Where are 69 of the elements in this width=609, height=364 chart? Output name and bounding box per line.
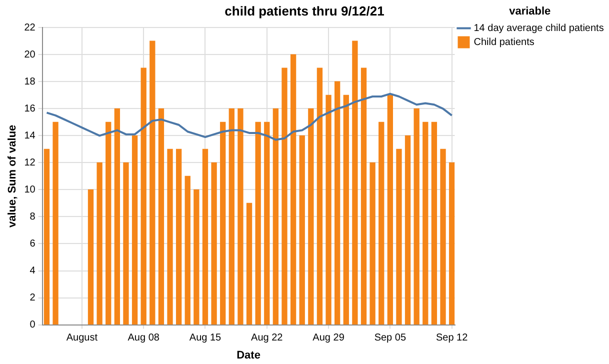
x-tick-label: Aug 22 <box>251 332 284 344</box>
bar <box>440 148 446 325</box>
x-tick-label: August <box>66 332 98 344</box>
bar <box>387 94 393 325</box>
bar <box>132 135 138 325</box>
bar <box>448 162 455 325</box>
bar <box>299 135 305 325</box>
bar <box>370 162 376 325</box>
bar <box>228 108 234 325</box>
bar <box>404 135 411 325</box>
bar <box>308 108 314 325</box>
bar <box>246 202 252 325</box>
bar <box>334 81 340 325</box>
y-tick-label: 22 <box>24 22 36 34</box>
bar <box>414 108 420 325</box>
y-tick-label: 10 <box>24 184 36 196</box>
bar <box>272 108 279 325</box>
chart-title: child patients thru 9/12/21 <box>224 3 384 18</box>
bar <box>106 122 112 325</box>
bar <box>52 122 58 325</box>
y-tick-label: 8 <box>30 211 36 222</box>
x-tick-label: Aug 08 <box>128 332 160 344</box>
bar <box>282 68 288 325</box>
bar <box>150 40 156 325</box>
x-tick-label: Sep 05 <box>374 332 406 344</box>
bar <box>140 68 146 325</box>
bar <box>194 189 200 325</box>
bar <box>422 122 428 325</box>
bar <box>264 122 270 325</box>
y-tick-label: 18 <box>24 76 36 88</box>
y-tick-label: 4 <box>30 266 36 277</box>
y-axis-title: value, Sum of value <box>6 124 19 228</box>
legend-label: 14 day average child patients <box>474 22 604 34</box>
y-tick-label: 6 <box>30 238 36 250</box>
bar <box>114 108 120 325</box>
bar <box>378 122 384 325</box>
bar <box>396 148 402 325</box>
bar <box>158 108 164 325</box>
bar <box>211 162 217 325</box>
bar <box>96 162 102 325</box>
y-tick-label: 20 <box>24 49 36 60</box>
legend-title: variable <box>509 6 551 18</box>
bar <box>343 94 349 325</box>
bar <box>202 148 208 325</box>
y-tick-label: 2 <box>30 292 36 304</box>
x-tick-label: Sep 12 <box>436 332 468 344</box>
y-tick-label: 12 <box>24 157 36 168</box>
bar <box>316 68 323 325</box>
bar <box>88 189 94 325</box>
bar <box>326 94 332 325</box>
y-tick-label: 0 <box>30 320 36 331</box>
y-tick-label: 14 <box>24 130 36 142</box>
bar <box>255 122 261 325</box>
bar <box>123 162 129 325</box>
bar <box>290 54 296 325</box>
x-tick-label: Aug 29 <box>312 332 345 344</box>
y-tick-label: 16 <box>24 103 36 114</box>
bar <box>360 68 367 325</box>
bar <box>352 40 358 325</box>
legend-label: Child patients <box>474 36 534 48</box>
bar <box>220 122 226 325</box>
bar <box>238 108 244 325</box>
bar <box>44 148 50 325</box>
x-axis-title: Date <box>236 349 260 362</box>
bar <box>431 122 438 325</box>
bar <box>167 148 173 325</box>
bar <box>176 148 182 325</box>
bar <box>184 176 190 325</box>
x-tick-label: Aug 15 <box>189 332 222 344</box>
